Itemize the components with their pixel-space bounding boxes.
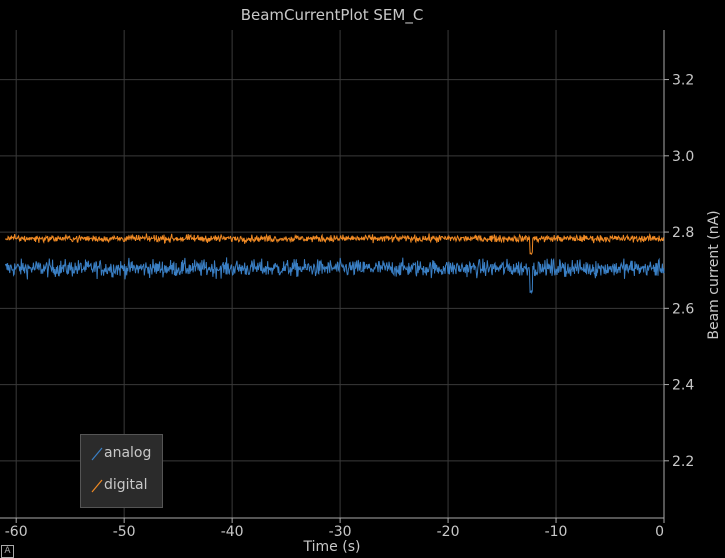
legend-label-digital: digital: [104, 477, 148, 493]
digital-line-icon: [91, 479, 103, 493]
y-tick-label: 2.4: [672, 378, 694, 394]
legend[interactable]: analog digital: [80, 434, 163, 508]
series-line-analog: [4, 257, 665, 295]
x-tick-label: -30: [329, 524, 352, 540]
x-tick-label: -10: [545, 524, 568, 540]
legend-item-digital[interactable]: digital: [91, 477, 148, 493]
y-tick-label: 2.6: [672, 301, 694, 317]
legend-label-analog: analog: [104, 445, 152, 461]
auto-range-button[interactable]: A: [1, 545, 14, 558]
x-tick-label: 0: [655, 524, 664, 540]
y-axis-label: Beam current (nA): [706, 210, 722, 340]
y-tick-label: 3.2: [672, 73, 694, 89]
x-tick-label: -40: [221, 524, 244, 540]
x-tick-label: -50: [113, 524, 136, 540]
x-tick-label: -20: [437, 524, 460, 540]
y-tick-label: 2.8: [672, 225, 694, 241]
series-line-digital: [4, 232, 665, 255]
legend-item-analog[interactable]: analog: [91, 445, 151, 461]
y-tick-label: 2.2: [672, 454, 694, 470]
y-tick-label: 3.0: [672, 149, 694, 165]
chart-title: BeamCurrentPlot SEM_C: [240, 6, 424, 24]
analog-line-icon: [91, 447, 103, 461]
x-tick-label: -60: [5, 524, 28, 540]
x-axis-label: Time (s): [303, 539, 361, 555]
